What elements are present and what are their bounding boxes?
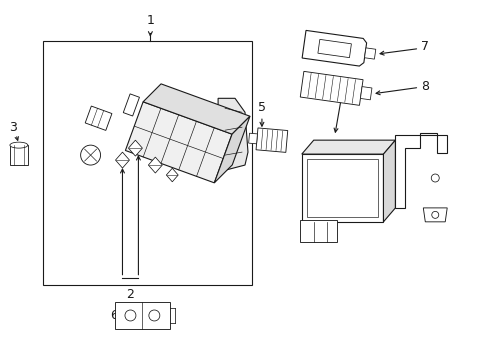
Polygon shape [299, 220, 336, 242]
Polygon shape [364, 48, 375, 59]
Text: 7: 7 [421, 40, 428, 53]
Text: 4: 4 [343, 79, 351, 92]
Polygon shape [360, 87, 371, 100]
Polygon shape [214, 116, 249, 183]
Polygon shape [115, 152, 129, 168]
Polygon shape [125, 102, 232, 183]
Polygon shape [301, 140, 395, 154]
Bar [301, 154, 383, 222]
Text: 2: 2 [126, 288, 134, 301]
Polygon shape [256, 128, 287, 152]
Polygon shape [302, 30, 366, 66]
Text: 8: 8 [421, 80, 428, 93]
Text: 1: 1 [146, 14, 154, 27]
Polygon shape [148, 157, 162, 173]
Polygon shape [143, 84, 249, 134]
Polygon shape [300, 71, 362, 105]
Polygon shape [166, 168, 178, 182]
Polygon shape [395, 133, 447, 208]
Text: 3: 3 [9, 121, 17, 134]
Polygon shape [218, 98, 247, 172]
Polygon shape [248, 133, 257, 144]
Circle shape [81, 145, 101, 165]
Ellipse shape [10, 142, 28, 148]
Text: 6: 6 [110, 309, 118, 322]
Bar [10, 145, 28, 165]
Polygon shape [423, 208, 447, 222]
Polygon shape [128, 140, 142, 156]
Polygon shape [383, 140, 395, 222]
Polygon shape [85, 106, 112, 130]
Bar [42, 41, 251, 285]
Bar [115, 302, 169, 329]
Polygon shape [123, 94, 139, 116]
Text: 5: 5 [257, 101, 265, 114]
Bar [306, 159, 378, 217]
